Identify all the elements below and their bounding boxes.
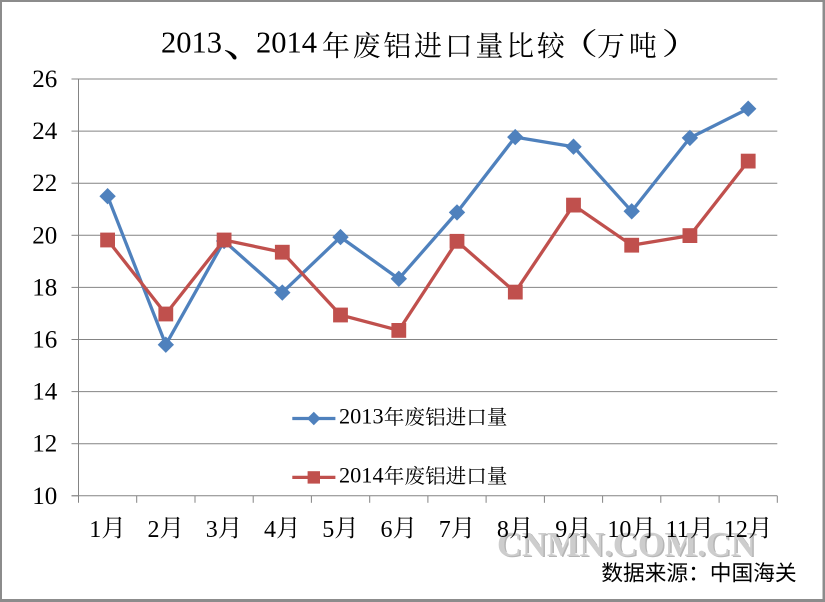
svg-text:18: 18 — [32, 274, 57, 301]
svg-text:26: 26 — [32, 66, 57, 93]
svg-text:1: 1 — [89, 517, 101, 543]
svg-text:2013: 2013 — [161, 26, 222, 60]
svg-text:CNMN.COM.CN: CNMN.COM.CN — [497, 526, 756, 564]
svg-text:11: 11 — [666, 517, 689, 543]
svg-text:2: 2 — [148, 517, 160, 543]
svg-text:9: 9 — [555, 517, 567, 543]
svg-text:4: 4 — [264, 517, 276, 543]
svg-text:24: 24 — [32, 118, 58, 145]
svg-text:14: 14 — [32, 379, 58, 406]
svg-text:10: 10 — [32, 483, 57, 510]
svg-text:3: 3 — [206, 517, 218, 543]
svg-text:20: 20 — [32, 222, 57, 249]
svg-text:6: 6 — [381, 517, 393, 543]
svg-text:12: 12 — [32, 431, 57, 458]
svg-text:CNMN.COM.CN: CNMN.COM.CN — [496, 525, 755, 563]
svg-text:12: 12 — [724, 517, 748, 543]
svg-text:2014: 2014 — [339, 462, 384, 487]
svg-text:8: 8 — [497, 517, 509, 543]
svg-text:5: 5 — [322, 517, 334, 543]
svg-text:7: 7 — [439, 517, 451, 543]
svg-text:16: 16 — [32, 327, 57, 354]
svg-text:CNMN.COM.CN: CNMN.COM.CN — [499, 527, 758, 565]
svg-text:22: 22 — [32, 170, 57, 197]
svg-text:2014: 2014 — [256, 26, 317, 60]
svg-text:2013: 2013 — [339, 403, 384, 428]
svg-text:10: 10 — [607, 517, 631, 543]
